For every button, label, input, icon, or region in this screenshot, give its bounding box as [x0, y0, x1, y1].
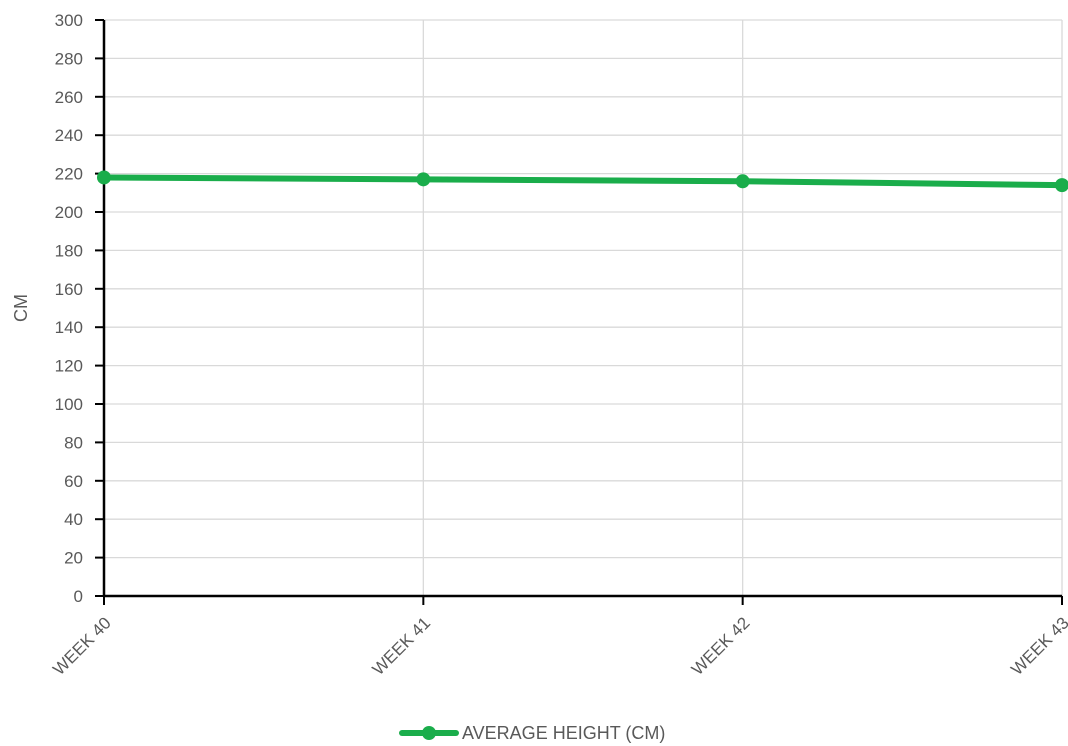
y-tick-label: 120	[55, 357, 83, 376]
legend-series-marker	[422, 726, 436, 740]
legend: AVERAGE HEIGHT (CM)	[399, 723, 665, 743]
x-tick-label: WEEK 40	[49, 613, 115, 679]
y-tick-label: 80	[64, 433, 83, 452]
axes	[102, 20, 1062, 598]
y-tick-label: 300	[55, 11, 83, 30]
y-tick-label: 240	[55, 126, 83, 145]
x-tick-label: WEEK 42	[688, 613, 754, 679]
legend-series-label: AVERAGE HEIGHT (CM)	[462, 723, 665, 743]
y-axis-ticks: 0 20 40 60 80 100 120 140 160 180 200 220 240 260 280 3…	[55, 11, 104, 606]
y-tick-label: 40	[64, 510, 83, 529]
x-tick-label: WEEK 43	[1007, 613, 1068, 679]
data-point	[416, 172, 431, 187]
y-tick-label: 100	[55, 395, 83, 414]
x-axis-ticks: WEEK 40 WEEK 41 WEEK 42 WEEK 43	[49, 596, 1068, 679]
y-axis-title: CM	[11, 294, 31, 322]
y-tick-label: 20	[64, 549, 83, 568]
data-point	[735, 174, 750, 189]
y-tick-label: 160	[55, 280, 83, 299]
y-tick-label: 260	[55, 88, 83, 107]
series-group	[97, 170, 1068, 193]
y-tick-label: 200	[55, 203, 83, 222]
y-tick-label: 60	[64, 472, 83, 491]
data-point	[1055, 178, 1068, 193]
y-tick-label: 180	[55, 241, 83, 260]
y-tick-label: 220	[55, 165, 83, 184]
y-tick-label: 140	[55, 318, 83, 337]
gridlines	[104, 19, 1063, 596]
data-point	[97, 170, 111, 185]
y-tick-label: 280	[55, 49, 83, 68]
y-tick-label: 0	[74, 587, 83, 606]
x-tick-label: WEEK 41	[369, 613, 435, 679]
series-line	[101, 174, 1065, 189]
